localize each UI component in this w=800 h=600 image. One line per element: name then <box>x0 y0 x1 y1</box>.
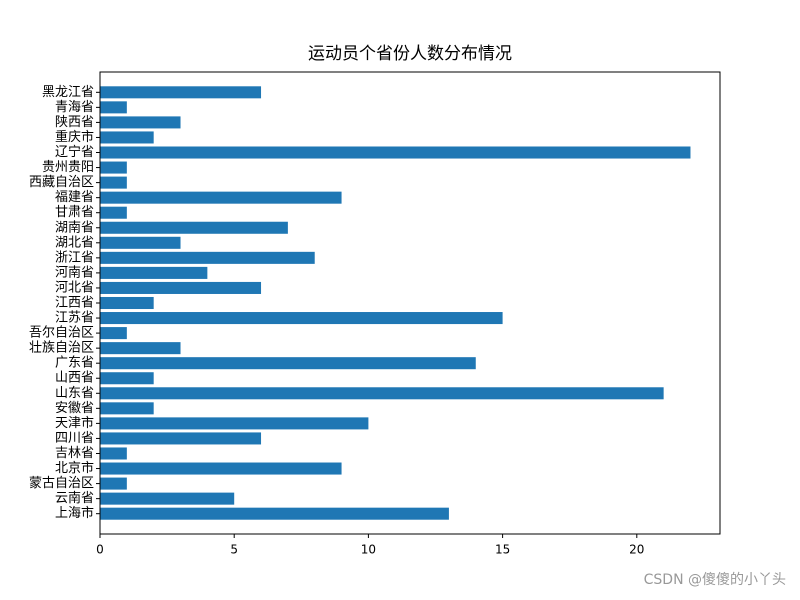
chart-title: 运动员个省份人数分布情况 <box>308 44 512 64</box>
x-tick-label: 15 <box>495 543 510 557</box>
watermark: CSDN @傻傻的小丫头 <box>644 572 786 588</box>
y-tick-label: 重庆市 <box>55 129 94 145</box>
bar <box>100 221 288 234</box>
y-tick-label: 壮族自治区 <box>29 340 94 356</box>
bar <box>100 131 154 144</box>
bar <box>100 477 127 490</box>
y-tick-label: 江西省 <box>55 296 94 311</box>
bar <box>100 206 127 219</box>
y-tick-label: 贵州贵阳 <box>42 160 94 175</box>
bar <box>100 296 154 310</box>
bar <box>100 251 315 264</box>
bar <box>100 402 154 415</box>
bar <box>100 342 181 355</box>
y-tick-label: 蒙古自治区 <box>29 476 94 491</box>
y-tick-label: 广东省 <box>55 356 94 371</box>
bar <box>100 447 127 460</box>
bar <box>100 387 664 400</box>
y-tick-label: 河南省 <box>55 264 94 280</box>
bar <box>100 281 262 294</box>
bar <box>100 417 369 430</box>
bar <box>100 312 503 325</box>
x-tick-label: 10 <box>361 543 376 557</box>
y-tick-label: 吉林省 <box>55 446 94 461</box>
bar <box>100 176 127 189</box>
y-tick-label: 湖南省 <box>55 219 94 235</box>
bar <box>100 357 476 370</box>
x-tick-label: 5 <box>230 543 238 557</box>
bar <box>100 86 262 99</box>
bar <box>100 116 181 129</box>
y-tick-label: 陕西省 <box>55 115 94 130</box>
bar <box>100 492 235 505</box>
y-tick-label: 江苏省 <box>55 310 94 326</box>
bar <box>100 191 342 204</box>
x-tick-label: 20 <box>629 543 644 557</box>
bar <box>100 266 208 279</box>
y-tick-label: 浙江省 <box>55 250 94 265</box>
y-tick-label: 北京市 <box>55 460 94 476</box>
y-tick-label: 安徽省 <box>55 401 94 416</box>
y-tick-label: 黑龙江省 <box>42 85 94 100</box>
bar <box>100 236 181 249</box>
bar <box>100 161 127 174</box>
y-tick-label: 青海省 <box>55 100 94 115</box>
x-tick-label: 0 <box>96 543 104 557</box>
y-tick-label: 天津市 <box>55 415 94 431</box>
plot-frame <box>99 71 721 535</box>
bar <box>100 101 127 114</box>
bar <box>100 146 691 159</box>
y-tick-label: 上海市 <box>55 505 94 521</box>
y-tick-label: 西藏自治区 <box>29 175 94 190</box>
y-tick-label: 山西省 <box>55 371 94 386</box>
y-tick-label: 吾尔自治区 <box>29 326 94 341</box>
y-tick-label: 河北省 <box>55 280 94 295</box>
y-tick-label: 山东省 <box>55 386 94 401</box>
y-tick-label: 辽宁省 <box>55 144 94 160</box>
y-tick-label: 湖北省 <box>55 235 94 250</box>
bar <box>100 507 449 520</box>
y-tick-label: 甘肃省 <box>55 205 94 220</box>
y-tick-label: 四川省 <box>55 431 94 446</box>
bar <box>100 372 154 385</box>
y-tick-label: 云南省 <box>55 490 94 506</box>
bar <box>100 327 127 340</box>
y-tick-label: 福建省 <box>55 190 94 205</box>
bar <box>100 462 342 475</box>
bar <box>100 432 262 445</box>
